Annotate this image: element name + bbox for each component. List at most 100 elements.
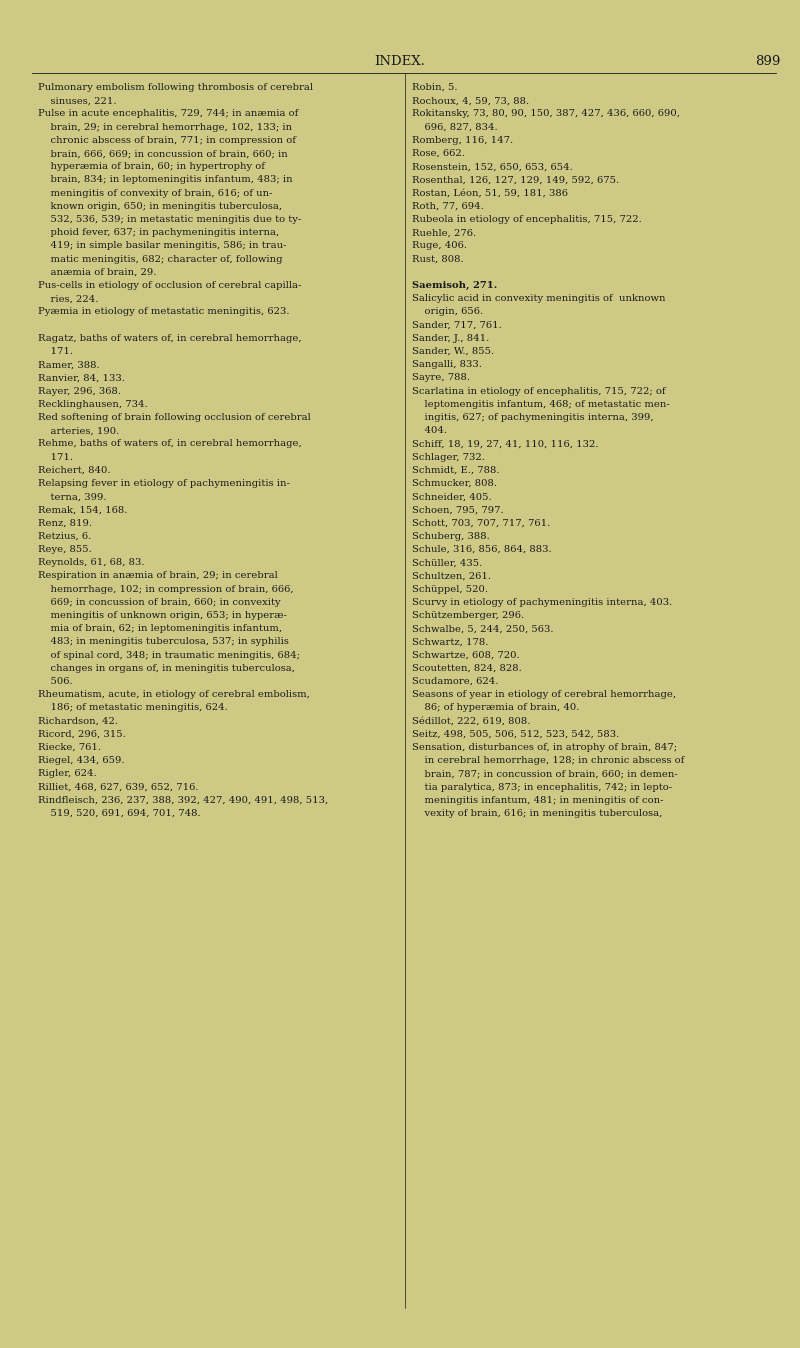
- Text: Rilliet, 468, 627, 639, 652, 716.: Rilliet, 468, 627, 639, 652, 716.: [38, 783, 198, 791]
- Text: Remak, 154, 168.: Remak, 154, 168.: [38, 506, 127, 515]
- Text: 519, 520, 691, 694, 701, 748.: 519, 520, 691, 694, 701, 748.: [38, 809, 201, 818]
- Text: Schmidt, E., 788.: Schmidt, E., 788.: [412, 466, 499, 474]
- Text: hemorrhage, 102; in compression of brain, 666,: hemorrhage, 102; in compression of brain…: [38, 585, 294, 593]
- Text: Romberg, 116, 147.: Romberg, 116, 147.: [412, 136, 513, 144]
- Text: Red softening of brain following occlusion of cerebral: Red softening of brain following occlusi…: [38, 412, 310, 422]
- Text: Rokitansky, 73, 80, 90, 150, 387, 427, 436, 660, 690,: Rokitansky, 73, 80, 90, 150, 387, 427, 4…: [412, 109, 680, 119]
- Text: Schultzen, 261.: Schultzen, 261.: [412, 572, 491, 581]
- Text: Pulmonary embolism following thrombosis of cerebral: Pulmonary embolism following thrombosis …: [38, 84, 313, 92]
- Text: Reye, 855.: Reye, 855.: [38, 545, 92, 554]
- Text: ingitis, 627; of pachymeningitis interna, 399,: ingitis, 627; of pachymeningitis interna…: [412, 412, 654, 422]
- Text: 86; of hyperæmia of brain, 40.: 86; of hyperæmia of brain, 40.: [412, 704, 579, 712]
- Text: in cerebral hemorrhage, 128; in chronic abscess of: in cerebral hemorrhage, 128; in chronic …: [412, 756, 684, 766]
- Text: Sensation, disturbances of, in atrophy of brain, 847;: Sensation, disturbances of, in atrophy o…: [412, 743, 677, 752]
- Text: Relapsing fever in etiology of pachymeningitis in-: Relapsing fever in etiology of pachymeni…: [38, 479, 290, 488]
- Text: Ranvier, 84, 133.: Ranvier, 84, 133.: [38, 373, 125, 383]
- Text: Schott, 703, 707, 717, 761.: Schott, 703, 707, 717, 761.: [412, 519, 550, 527]
- Text: leptomengitis infantum, 468; of metastatic men-: leptomengitis infantum, 468; of metastat…: [412, 400, 670, 408]
- Text: Recklinghausen, 734.: Recklinghausen, 734.: [38, 400, 148, 408]
- Text: tia paralytica, 873; in encephalitis, 742; in lepto-: tia paralytica, 873; in encephalitis, 74…: [412, 783, 672, 791]
- Text: Riecke, 761.: Riecke, 761.: [38, 743, 101, 752]
- Text: Schüller, 435.: Schüller, 435.: [412, 558, 482, 568]
- Text: 483; in meningitis tuberculosa, 537; in syphilis: 483; in meningitis tuberculosa, 537; in …: [38, 638, 289, 647]
- Text: of spinal cord, 348; in traumatic meningitis, 684;: of spinal cord, 348; in traumatic mening…: [38, 651, 300, 659]
- Text: Sayre, 788.: Sayre, 788.: [412, 373, 470, 383]
- Text: brain, 666, 669; in concussion of brain, 660; in: brain, 666, 669; in concussion of brain,…: [38, 150, 288, 158]
- Text: terna, 399.: terna, 399.: [38, 492, 106, 501]
- Text: brain, 29; in cerebral hemorrhage, 102, 133; in: brain, 29; in cerebral hemorrhage, 102, …: [38, 123, 292, 132]
- Text: Schwartz, 178.: Schwartz, 178.: [412, 638, 488, 647]
- Text: brain, 834; in leptomeningitis infantum, 483; in: brain, 834; in leptomeningitis infantum,…: [38, 175, 293, 185]
- Text: Schwartze, 608, 720.: Schwartze, 608, 720.: [412, 651, 520, 659]
- Text: Scoutetten, 824, 828.: Scoutetten, 824, 828.: [412, 663, 522, 673]
- Text: chronic abscess of brain, 771; in compression of: chronic abscess of brain, 771; in compre…: [38, 136, 296, 144]
- Text: Schule, 316, 856, 864, 883.: Schule, 316, 856, 864, 883.: [412, 545, 552, 554]
- Text: 532, 536, 539; in metastatic meningitis due to ty-: 532, 536, 539; in metastatic meningitis …: [38, 214, 302, 224]
- Text: hyperæmia of brain, 60; in hypertrophy of: hyperæmia of brain, 60; in hypertrophy o…: [38, 162, 265, 171]
- Text: Retzius, 6.: Retzius, 6.: [38, 532, 91, 541]
- Text: Pulse in acute encephalitis, 729, 744; in anæmia of: Pulse in acute encephalitis, 729, 744; i…: [38, 109, 298, 119]
- Text: meningitis infantum, 481; in meningitis of con-: meningitis infantum, 481; in meningitis …: [412, 795, 663, 805]
- Text: brain, 787; in concussion of brain, 660; in demen-: brain, 787; in concussion of brain, 660;…: [412, 770, 678, 778]
- Text: Ruge, 406.: Ruge, 406.: [412, 241, 467, 251]
- Text: Seitz, 498, 505, 506, 512, 523, 542, 583.: Seitz, 498, 505, 506, 512, 523, 542, 583…: [412, 729, 619, 739]
- Text: Pus-cells in etiology of occlusion of cerebral capilla-: Pus-cells in etiology of occlusion of ce…: [38, 280, 302, 290]
- Text: arteries, 190.: arteries, 190.: [38, 426, 119, 435]
- Text: INDEX.: INDEX.: [374, 55, 426, 67]
- Text: Richardson, 42.: Richardson, 42.: [38, 717, 118, 725]
- Text: 899: 899: [754, 55, 780, 67]
- Text: Schneider, 405.: Schneider, 405.: [412, 492, 492, 501]
- Text: Sander, 717, 761.: Sander, 717, 761.: [412, 321, 502, 330]
- Text: changes in organs of, in meningitis tuberculosa,: changes in organs of, in meningitis tube…: [38, 663, 295, 673]
- Text: vexity of brain, 616; in meningitis tuberculosa,: vexity of brain, 616; in meningitis tube…: [412, 809, 662, 818]
- Text: meningitis of unknown origin, 653; in hyperæ-: meningitis of unknown origin, 653; in hy…: [38, 611, 287, 620]
- Text: Ramer, 388.: Ramer, 388.: [38, 360, 100, 369]
- Text: known origin, 650; in meningitis tuberculosa,: known origin, 650; in meningitis tubercu…: [38, 202, 282, 210]
- Text: Ricord, 296, 315.: Ricord, 296, 315.: [38, 729, 126, 739]
- Text: Scudamore, 624.: Scudamore, 624.: [412, 677, 498, 686]
- Text: Schützemberger, 296.: Schützemberger, 296.: [412, 611, 524, 620]
- Text: Schlager, 732.: Schlager, 732.: [412, 453, 485, 461]
- Text: Robin, 5.: Robin, 5.: [412, 84, 458, 92]
- Text: 669; in concussion of brain, 660; in convexity: 669; in concussion of brain, 660; in con…: [38, 597, 281, 607]
- Text: Ragatz, baths of waters of, in cerebral hemorrhage,: Ragatz, baths of waters of, in cerebral …: [38, 334, 302, 342]
- Text: Salicylic acid in convexity meningitis of  unknown: Salicylic acid in convexity meningitis o…: [412, 294, 666, 303]
- Text: Rehme, baths of waters of, in cerebral hemorrhage,: Rehme, baths of waters of, in cerebral h…: [38, 439, 302, 449]
- Text: mia of brain, 62; in leptomeningitis infantum,: mia of brain, 62; in leptomeningitis inf…: [38, 624, 282, 634]
- Text: Sédillot, 222, 619, 808.: Sédillot, 222, 619, 808.: [412, 717, 530, 725]
- Text: 506.: 506.: [38, 677, 73, 686]
- Text: Sangalli, 833.: Sangalli, 833.: [412, 360, 482, 369]
- Text: Schmucker, 808.: Schmucker, 808.: [412, 479, 497, 488]
- Text: Roth, 77, 694.: Roth, 77, 694.: [412, 202, 484, 210]
- Text: Rosenthal, 126, 127, 129, 149, 592, 675.: Rosenthal, 126, 127, 129, 149, 592, 675.: [412, 175, 619, 185]
- Text: 186; of metastatic meningitis, 624.: 186; of metastatic meningitis, 624.: [38, 704, 228, 712]
- Text: matic meningitis, 682; character of, following: matic meningitis, 682; character of, fol…: [38, 255, 282, 264]
- Text: Riegel, 434, 659.: Riegel, 434, 659.: [38, 756, 125, 766]
- Text: sinuses, 221.: sinuses, 221.: [38, 96, 117, 105]
- Text: Rosenstein, 152, 650, 653, 654.: Rosenstein, 152, 650, 653, 654.: [412, 162, 573, 171]
- Text: Rindfleisch, 236, 237, 388, 392, 427, 490, 491, 498, 513,: Rindfleisch, 236, 237, 388, 392, 427, 49…: [38, 795, 328, 805]
- Text: Schiff, 18, 19, 27, 41, 110, 116, 132.: Schiff, 18, 19, 27, 41, 110, 116, 132.: [412, 439, 598, 449]
- Text: Rostan, Léon, 51, 59, 181, 386: Rostan, Léon, 51, 59, 181, 386: [412, 189, 568, 198]
- Text: Sander, J., 841.: Sander, J., 841.: [412, 334, 490, 342]
- Text: Ruehle, 276.: Ruehle, 276.: [412, 228, 476, 237]
- Text: Seasons of year in etiology of cerebral hemorrhage,: Seasons of year in etiology of cerebral …: [412, 690, 676, 700]
- Text: Reichert, 840.: Reichert, 840.: [38, 466, 110, 474]
- Text: Schuberg, 388.: Schuberg, 388.: [412, 532, 490, 541]
- Text: meningitis of convexity of brain, 616; of un-: meningitis of convexity of brain, 616; o…: [38, 189, 273, 198]
- Text: Rochoux, 4, 59, 73, 88.: Rochoux, 4, 59, 73, 88.: [412, 96, 529, 105]
- Text: Rayer, 296, 368.: Rayer, 296, 368.: [38, 387, 121, 395]
- Text: origin, 656.: origin, 656.: [412, 307, 483, 317]
- Text: 419; in simple basilar meningitis, 586; in trau-: 419; in simple basilar meningitis, 586; …: [38, 241, 286, 251]
- Text: Renz, 819.: Renz, 819.: [38, 519, 92, 527]
- Text: 171.: 171.: [38, 453, 73, 461]
- Text: anæmia of brain, 29.: anæmia of brain, 29.: [38, 268, 156, 276]
- Text: Schoen, 795, 797.: Schoen, 795, 797.: [412, 506, 504, 515]
- Text: Rheumatism, acute, in etiology of cerebral embolism,: Rheumatism, acute, in etiology of cerebr…: [38, 690, 310, 700]
- Text: Pyæmia in etiology of metastatic meningitis, 623.: Pyæmia in etiology of metastatic meningi…: [38, 307, 290, 317]
- Text: Scurvy in etiology of pachymeningitis interna, 403.: Scurvy in etiology of pachymeningitis in…: [412, 597, 672, 607]
- Text: Rust, 808.: Rust, 808.: [412, 255, 464, 264]
- Text: Rubeola in etiology of encephalitis, 715, 722.: Rubeola in etiology of encephalitis, 715…: [412, 214, 642, 224]
- Text: Reynolds, 61, 68, 83.: Reynolds, 61, 68, 83.: [38, 558, 145, 568]
- Text: Schüppel, 520.: Schüppel, 520.: [412, 585, 488, 593]
